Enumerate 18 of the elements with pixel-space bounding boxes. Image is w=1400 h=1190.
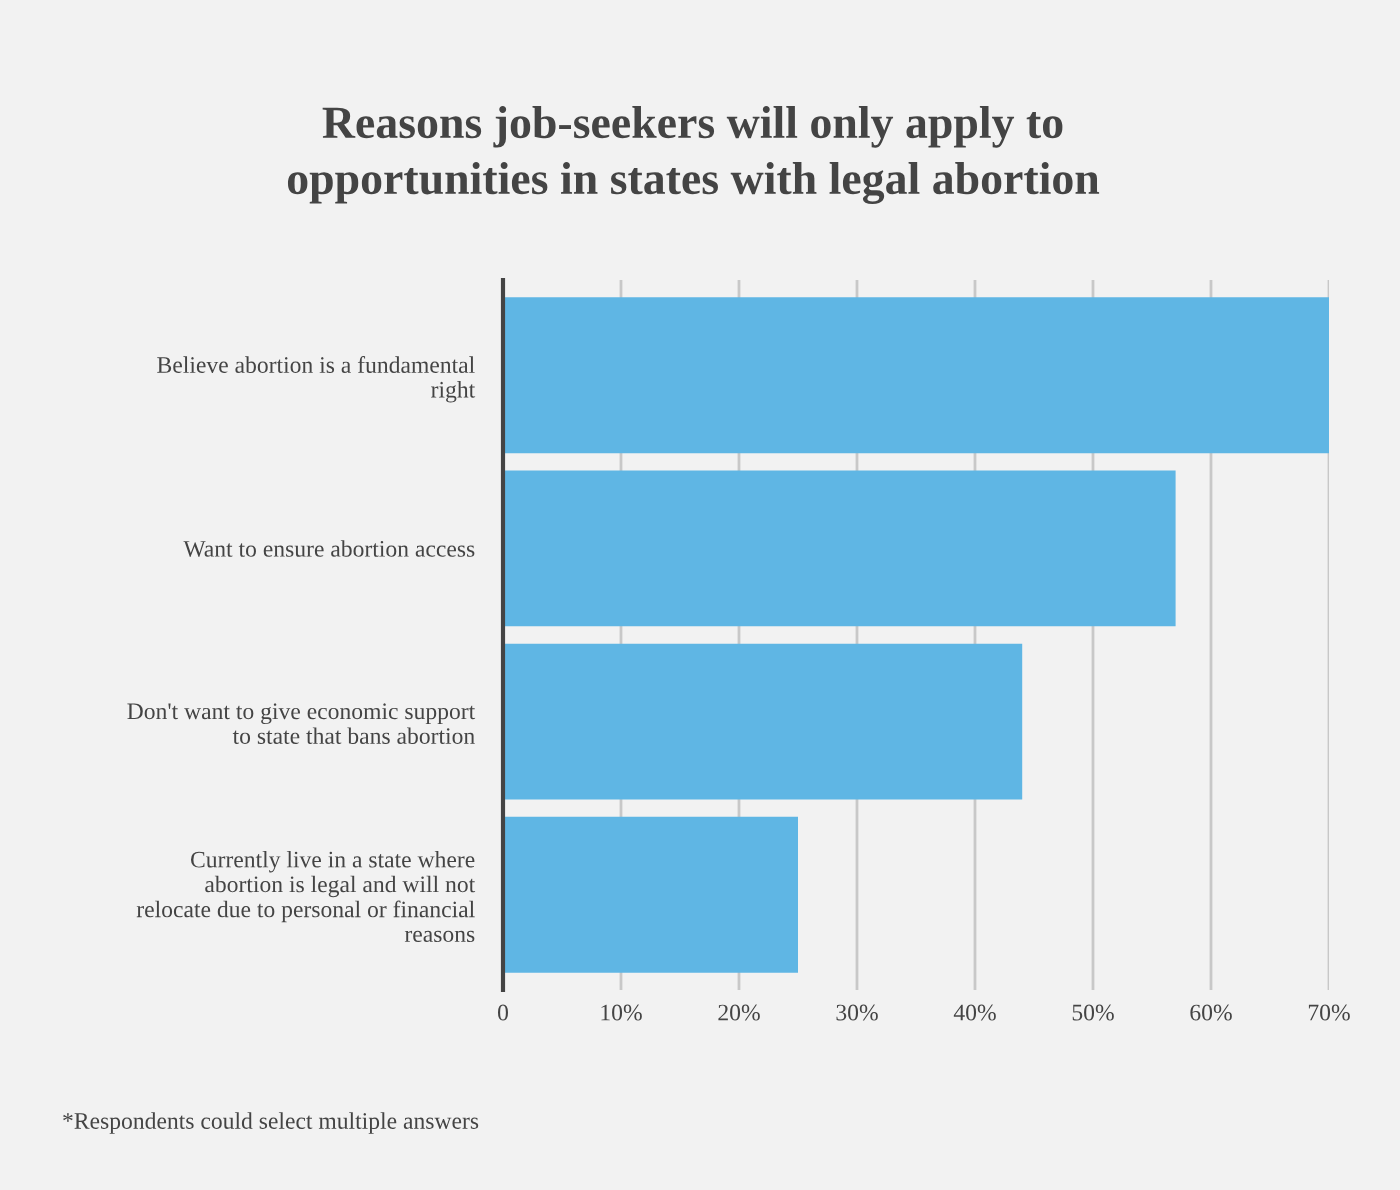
y-tick-label: Don't want to give economic support to state that bans abortion <box>127 703 476 744</box>
y-tick-label: Want to ensure abortion access <box>183 540 475 557</box>
x-tick-label: 40% <box>953 1004 996 1021</box>
x-tick-label: 50% <box>1072 1004 1114 1021</box>
x-tick-label: 70% <box>1308 1004 1350 1021</box>
y-tick-label: Believe abortion is a fundamental right <box>157 356 476 403</box>
bar <box>503 643 1023 800</box>
text: *Respondents could select multiple answers <box>63 1112 479 1134</box>
y-tick-label: Currently live in a state where abortion is legal and will not relocate due to personal or financial reasons <box>136 850 476 943</box>
x-tick-label: 20% <box>718 1004 760 1021</box>
chart-title: Reasons job-seekers will only apply to opportunities in states with legal abortion <box>287 106 1100 204</box>
bar <box>503 816 798 973</box>
x-tick-label: 60% <box>1190 1004 1232 1021</box>
x-tick-label: 10% <box>601 1004 642 1021</box>
x-tick-label: 30% <box>836 1004 878 1021</box>
x-tick-label: 0 <box>498 1004 508 1021</box>
bar <box>503 470 1176 627</box>
bar <box>503 297 1329 454</box>
